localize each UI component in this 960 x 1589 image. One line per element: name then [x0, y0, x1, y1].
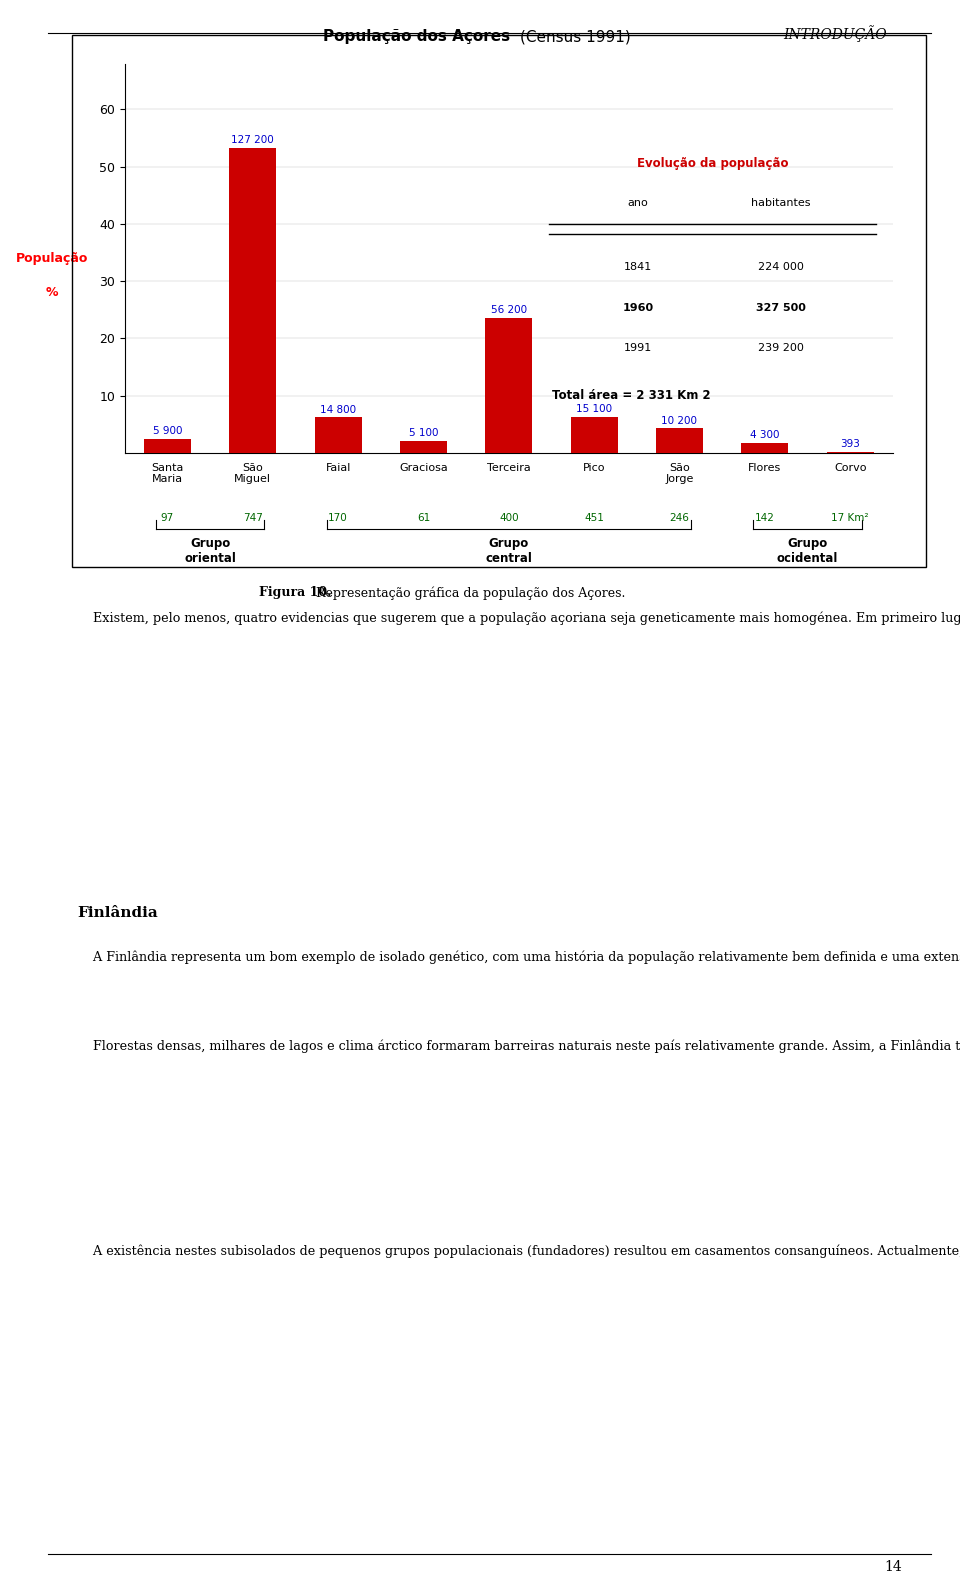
Text: 4 300: 4 300 [750, 429, 780, 440]
Text: Figura 10.: Figura 10. [259, 586, 332, 599]
Text: 14 800: 14 800 [320, 405, 356, 415]
Text: 10 200: 10 200 [661, 416, 698, 426]
Bar [570, 416, 617, 453]
Text: 97: 97 [161, 513, 174, 523]
Text: Representação gráfica da população dos Açores.: Representação gráfica da população dos A… [312, 586, 625, 599]
Text: 14: 14 [884, 1560, 901, 1575]
Text: 127 200: 127 200 [231, 135, 275, 146]
Bar [400, 440, 447, 453]
Text: 61: 61 [417, 513, 430, 523]
Text: INTRODUÇÃO: INTRODUÇÃO [783, 24, 887, 41]
Bar [229, 148, 276, 453]
Text: (Census 1991): (Census 1991) [519, 30, 631, 44]
Text: 246: 246 [669, 513, 689, 523]
Text: A Finlândia representa um bom exemplo de isolado genético, com uma história da p: A Finlândia representa um bom exemplo de… [77, 950, 960, 963]
Text: População dos Açores: População dos Açores [324, 30, 510, 44]
Text: 1991: 1991 [624, 343, 652, 353]
Bar [315, 418, 362, 453]
Text: 56 200: 56 200 [491, 305, 527, 316]
Text: Florestas densas, milhares de lagos e clima árctico formaram barreiras naturais : Florestas densas, milhares de lagos e cl… [77, 1038, 960, 1052]
Bar [486, 318, 532, 453]
Text: 1960: 1960 [622, 302, 654, 313]
Text: 1841: 1841 [624, 262, 652, 272]
Bar [656, 429, 703, 453]
Text: 5 900: 5 900 [153, 426, 182, 435]
Text: 327 500: 327 500 [756, 302, 805, 313]
Text: 17 Km²: 17 Km² [831, 513, 869, 523]
Text: 451: 451 [585, 513, 604, 523]
Text: 142: 142 [755, 513, 775, 523]
Text: Finlândia: Finlândia [77, 906, 157, 920]
Text: 400: 400 [499, 513, 518, 523]
Text: Grupo
ocidental: Grupo ocidental [777, 537, 838, 566]
Text: 5 100: 5 100 [409, 427, 438, 439]
Text: 170: 170 [328, 513, 348, 523]
Text: 15 100: 15 100 [576, 404, 612, 413]
Text: 239 200: 239 200 [758, 343, 804, 353]
Text: Grupo
central: Grupo central [486, 537, 532, 566]
Text: Total área = 2 331 Km 2: Total área = 2 331 Km 2 [552, 389, 710, 402]
Text: Evolução da população: Evolução da população [637, 157, 788, 170]
Text: habitantes: habitantes [752, 197, 810, 208]
Text: A existência nestes subisolados de pequenos grupos populacionais (fundadores) re: A existência nestes subisolados de peque… [77, 1244, 960, 1257]
Text: 393: 393 [840, 439, 860, 450]
Text: Existem, pelo menos, quatro evidencias que sugerem que a população açoriana seja: Existem, pelo menos, quatro evidencias q… [77, 612, 960, 624]
Text: 747: 747 [243, 513, 263, 523]
Text: População: População [16, 251, 88, 265]
Text: Grupo
oriental: Grupo oriental [184, 537, 236, 566]
Text: %: % [46, 286, 59, 299]
Bar [741, 443, 788, 453]
Bar [144, 439, 191, 453]
Text: ano: ano [628, 197, 648, 208]
Text: 224 000: 224 000 [758, 262, 804, 272]
